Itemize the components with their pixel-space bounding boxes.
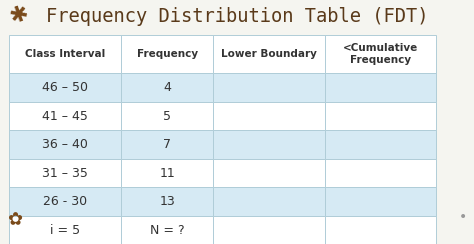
FancyBboxPatch shape <box>213 73 325 102</box>
Text: Class Interval: Class Interval <box>25 49 105 59</box>
FancyBboxPatch shape <box>9 130 121 159</box>
FancyBboxPatch shape <box>9 73 121 102</box>
Text: •: • <box>459 211 467 224</box>
Text: 46 – 50: 46 – 50 <box>42 81 88 94</box>
FancyBboxPatch shape <box>9 159 121 187</box>
FancyBboxPatch shape <box>121 73 213 102</box>
Text: Lower Boundary: Lower Boundary <box>221 49 317 59</box>
FancyBboxPatch shape <box>325 216 436 244</box>
Text: 41 – 45: 41 – 45 <box>42 110 88 122</box>
FancyBboxPatch shape <box>9 102 121 130</box>
FancyBboxPatch shape <box>213 159 325 187</box>
FancyBboxPatch shape <box>213 216 325 244</box>
FancyBboxPatch shape <box>121 130 213 159</box>
Text: ✱: ✱ <box>7 2 31 28</box>
FancyBboxPatch shape <box>121 35 213 73</box>
FancyBboxPatch shape <box>121 187 213 216</box>
Text: i = 5: i = 5 <box>50 224 80 237</box>
FancyBboxPatch shape <box>325 73 436 102</box>
FancyBboxPatch shape <box>121 159 213 187</box>
Text: 13: 13 <box>159 195 175 208</box>
Text: 26 - 30: 26 - 30 <box>43 195 87 208</box>
Text: Frequency Distribution Table (FDT): Frequency Distribution Table (FDT) <box>46 7 428 26</box>
Text: 36 – 40: 36 – 40 <box>42 138 88 151</box>
FancyBboxPatch shape <box>213 130 325 159</box>
Text: ✿: ✿ <box>7 211 22 229</box>
FancyBboxPatch shape <box>9 35 121 73</box>
Text: <Cumulative
Frequency: <Cumulative Frequency <box>343 43 418 65</box>
Text: N = ?: N = ? <box>150 224 184 237</box>
FancyBboxPatch shape <box>9 216 121 244</box>
FancyBboxPatch shape <box>213 187 325 216</box>
Text: 5: 5 <box>163 110 171 122</box>
Text: 11: 11 <box>159 167 175 180</box>
FancyBboxPatch shape <box>325 102 436 130</box>
FancyBboxPatch shape <box>213 35 325 73</box>
FancyBboxPatch shape <box>325 159 436 187</box>
FancyBboxPatch shape <box>121 102 213 130</box>
FancyBboxPatch shape <box>121 216 213 244</box>
FancyBboxPatch shape <box>325 130 436 159</box>
FancyBboxPatch shape <box>325 187 436 216</box>
Text: 7: 7 <box>163 138 171 151</box>
Text: Frequency: Frequency <box>137 49 198 59</box>
FancyBboxPatch shape <box>9 187 121 216</box>
Text: 4: 4 <box>163 81 171 94</box>
Text: 31 – 35: 31 – 35 <box>42 167 88 180</box>
FancyBboxPatch shape <box>213 102 325 130</box>
FancyBboxPatch shape <box>325 35 436 73</box>
